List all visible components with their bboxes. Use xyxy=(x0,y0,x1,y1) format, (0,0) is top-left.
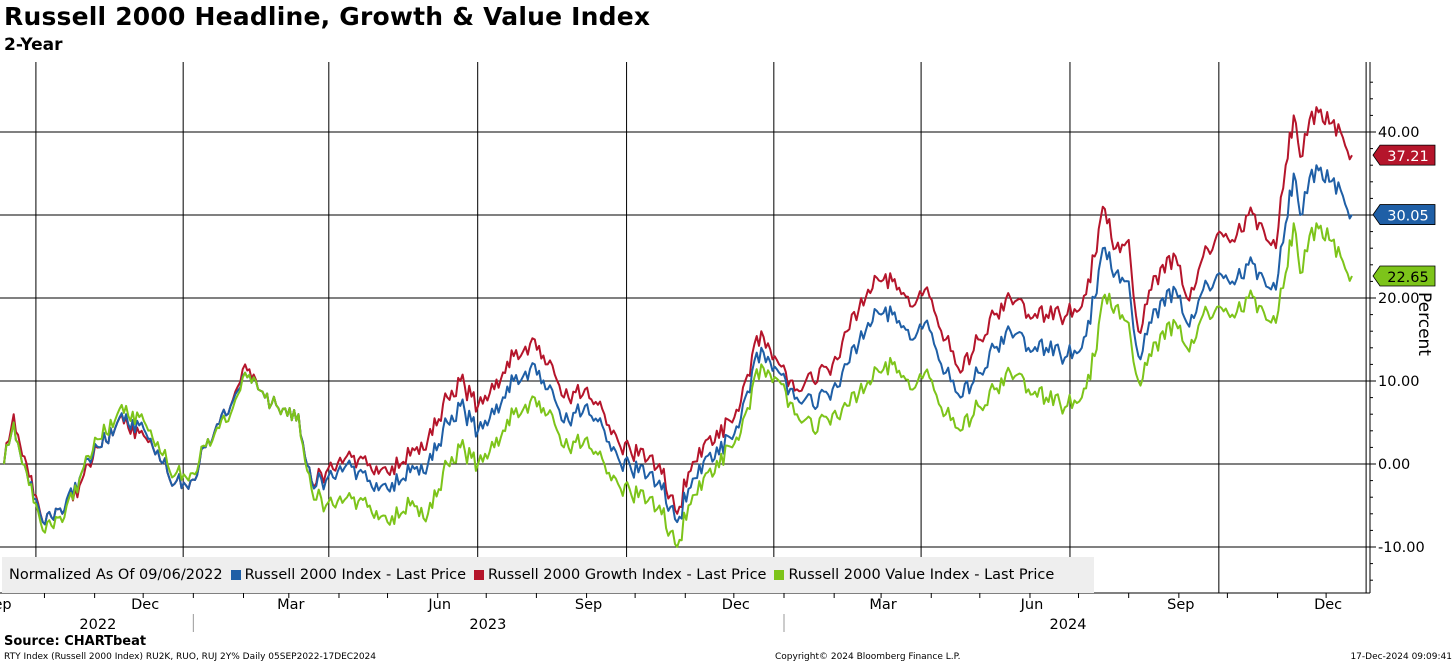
legend-note: Normalized As Of 09/06/2022 xyxy=(9,567,223,583)
x-year-label: 2024 xyxy=(1050,617,1087,633)
y-axis-label: Percent xyxy=(1414,292,1434,356)
x-tick-label: Sep xyxy=(575,597,602,613)
footer-copyright: Copyright© 2024 Bloomberg Finance L.P. xyxy=(775,652,961,662)
last-value-badge xyxy=(1372,204,1436,225)
legend: Normalized As Of 09/06/2022 Russell 2000… xyxy=(2,557,1094,593)
y-tick-label: 10.00 xyxy=(1378,374,1420,390)
legend-label-index: Russell 2000 Index - Last Price xyxy=(244,567,466,583)
x-tick-label: Dec xyxy=(1314,597,1342,613)
x-tick-label: Jun xyxy=(427,597,451,613)
legend-swatch-value xyxy=(774,570,785,580)
legend-item-value: Russell 2000 Value Index - Last Price xyxy=(774,567,1054,583)
x-tick-label: Mar xyxy=(277,597,304,613)
last-value-badges: 37.21 30.05 22.65 xyxy=(1372,144,1436,287)
series-line xyxy=(3,164,1353,526)
y-tick-label: 20.00 xyxy=(1378,291,1420,307)
legend-swatch-growth xyxy=(474,570,484,580)
x-tick-label: Mar xyxy=(869,597,896,613)
x-tick-label: Sep xyxy=(0,597,12,613)
series-lines xyxy=(3,106,1353,548)
last-value-label: 30.05 xyxy=(1387,209,1429,225)
legend-label-growth: Russell 2000 Growth Index - Last Price xyxy=(488,567,767,583)
y-tick-label: 40.00 xyxy=(1378,125,1420,141)
legend-label-value: Russell 2000 Value Index - Last Price xyxy=(788,567,1055,583)
x-tick-label: Dec xyxy=(131,597,159,613)
footer-timestamp: 17-Dec-2024 09:09:41 xyxy=(1350,652,1452,662)
x-year-label: 2022 xyxy=(79,617,116,633)
last-value-badge xyxy=(1372,144,1436,166)
x-year-label: 2023 xyxy=(469,617,506,633)
grid xyxy=(0,62,1370,593)
x-tick-label: Sep xyxy=(1167,597,1194,613)
legend-swatch-index xyxy=(230,570,241,580)
y-tick-label: 0.00 xyxy=(1378,457,1410,473)
legend-item-growth: Russell 2000 Growth Index - Last Price xyxy=(474,567,766,583)
last-value-label: 22.65 xyxy=(1387,270,1429,286)
footer-description: RTY Index (Russell 2000 Index) RU2K, RUO… xyxy=(4,652,376,662)
axes: -10.000.0010.0020.0030.0040.00SepDecMarJ… xyxy=(0,62,1425,633)
legend-item-index: Russell 2000 Index - Last Price xyxy=(230,567,466,583)
source-note: Source: CHARTbeat xyxy=(4,634,147,649)
y-tick-label: -10.00 xyxy=(1378,540,1425,556)
chart-title: Russell 2000 Headline, Growth & Value In… xyxy=(4,2,651,31)
series-line xyxy=(3,106,1353,526)
chart-subtitle: 2-Year xyxy=(4,35,63,55)
x-tick-label: Jun xyxy=(1020,597,1044,613)
last-value-badge xyxy=(1372,265,1436,287)
last-value-label: 37.21 xyxy=(1387,149,1429,165)
series-line xyxy=(3,222,1353,548)
x-tick-label: Dec xyxy=(722,597,750,613)
